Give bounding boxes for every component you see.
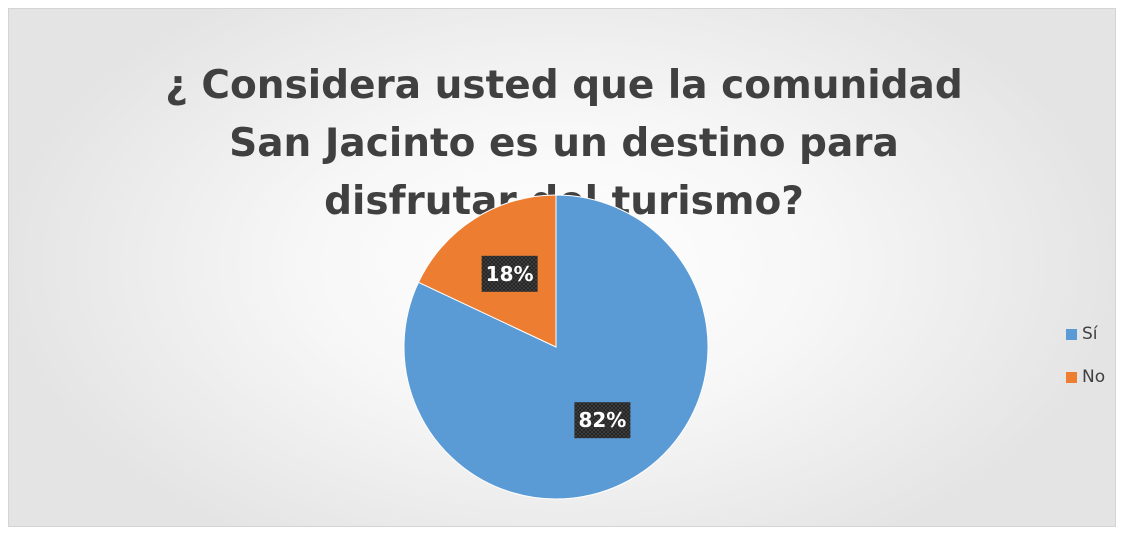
legend-label-no: No — [1082, 367, 1106, 387]
legend-swatch-no — [1066, 371, 1077, 383]
data-label-si-box — [574, 402, 631, 439]
data-label-no: 18% — [481, 255, 538, 292]
chart-area: ¿ Considera usted que la comunidad San J… — [8, 8, 1116, 527]
data-label-no-box — [481, 255, 538, 292]
chart-title: ¿ Considera usted que la comunidad San J… — [165, 63, 963, 224]
legend-item-si: Sí — [1066, 323, 1105, 345]
legend-swatch-si — [1066, 328, 1077, 340]
chart-legend: Sí No — [1066, 323, 1105, 409]
data-label-si-text: 82% — [578, 408, 626, 432]
legend-label-si: Sí — [1082, 324, 1098, 344]
data-label-no-text: 18% — [486, 262, 534, 286]
data-label-si: 82% — [574, 402, 631, 439]
legend-item-no: No — [1066, 366, 1105, 388]
pie-chart: 82% 18% — [403, 194, 709, 500]
